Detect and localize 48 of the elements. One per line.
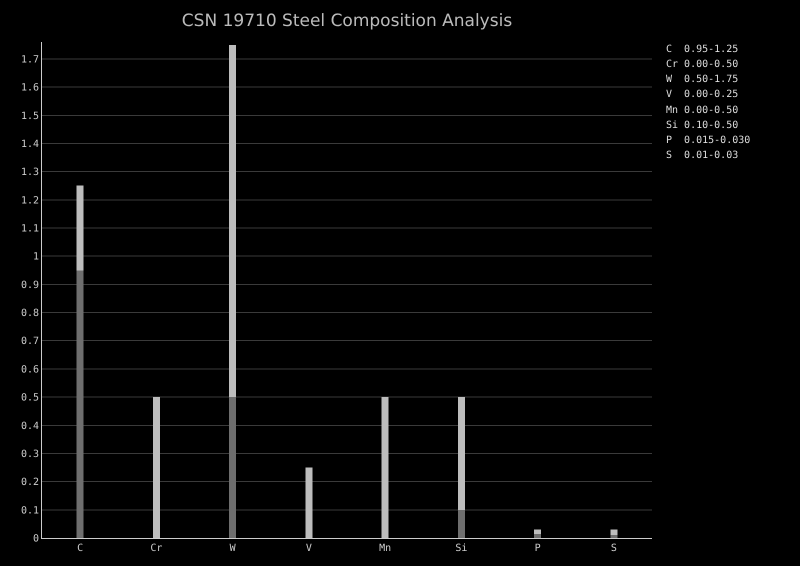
text: C 0.95-1.25 xyxy=(666,44,738,55)
chart-title: CSN 19710 Steel Composition Analysis xyxy=(182,11,512,32)
y-tick-label: 1.7 xyxy=(20,54,39,66)
y-tick-label: 0.1 xyxy=(20,505,39,516)
x-tick-label: W xyxy=(230,543,237,554)
bar xyxy=(76,270,84,538)
y-tick-label: 0.8 xyxy=(20,308,39,320)
bar xyxy=(534,530,542,534)
x-tick-label: Cr xyxy=(150,543,162,554)
bar xyxy=(610,535,618,538)
y-tick-label: 1.2 xyxy=(20,195,39,206)
bar xyxy=(458,510,465,538)
y-tick-label: 1.5 xyxy=(20,110,39,122)
text: V 0.00-0.25 xyxy=(666,89,738,100)
y-tick-label: 0.6 xyxy=(20,364,39,376)
x-tick-label: Si xyxy=(455,543,468,554)
y-tick-label: 0.3 xyxy=(20,448,39,460)
bar xyxy=(458,397,465,510)
x-tick-label: V xyxy=(306,543,312,554)
y-tick-label: 0.4 xyxy=(20,420,39,432)
bar xyxy=(382,397,389,538)
bar xyxy=(305,468,312,538)
bar xyxy=(152,397,160,538)
text: Mn 0.00-0.50 xyxy=(666,105,738,116)
text: Si 0.10-0.50 xyxy=(666,120,738,131)
y-tick-label: 1 xyxy=(32,252,39,263)
x-tick-label: P xyxy=(534,543,541,554)
text: S 0.01-0.03 xyxy=(666,150,738,161)
y-tick-label: 0.2 xyxy=(20,477,39,488)
text: W 0.50-1.75 xyxy=(666,74,738,85)
bar xyxy=(534,534,542,538)
x-tick-label: C xyxy=(77,543,84,554)
bar xyxy=(229,44,236,398)
x-tick-label: Mn xyxy=(379,543,392,554)
bar xyxy=(610,530,618,536)
y-tick-label: 1.1 xyxy=(20,224,39,234)
y-tick-label: 1.6 xyxy=(20,82,39,94)
y-tick-label: 0 xyxy=(32,534,39,544)
y-tick-label: 0.5 xyxy=(20,392,39,404)
x-tick-label: S xyxy=(610,543,617,554)
y-tick-label: 0.7 xyxy=(20,336,39,348)
bar xyxy=(76,186,84,270)
y-tick-label: 1.3 xyxy=(20,167,39,178)
bar xyxy=(229,397,236,538)
y-tick-label: 0.9 xyxy=(20,280,39,291)
text: P 0.015-0.030 xyxy=(666,135,750,146)
y-tick-label: 1.4 xyxy=(20,138,39,150)
text: Cr 0.00-0.50 xyxy=(666,59,738,70)
